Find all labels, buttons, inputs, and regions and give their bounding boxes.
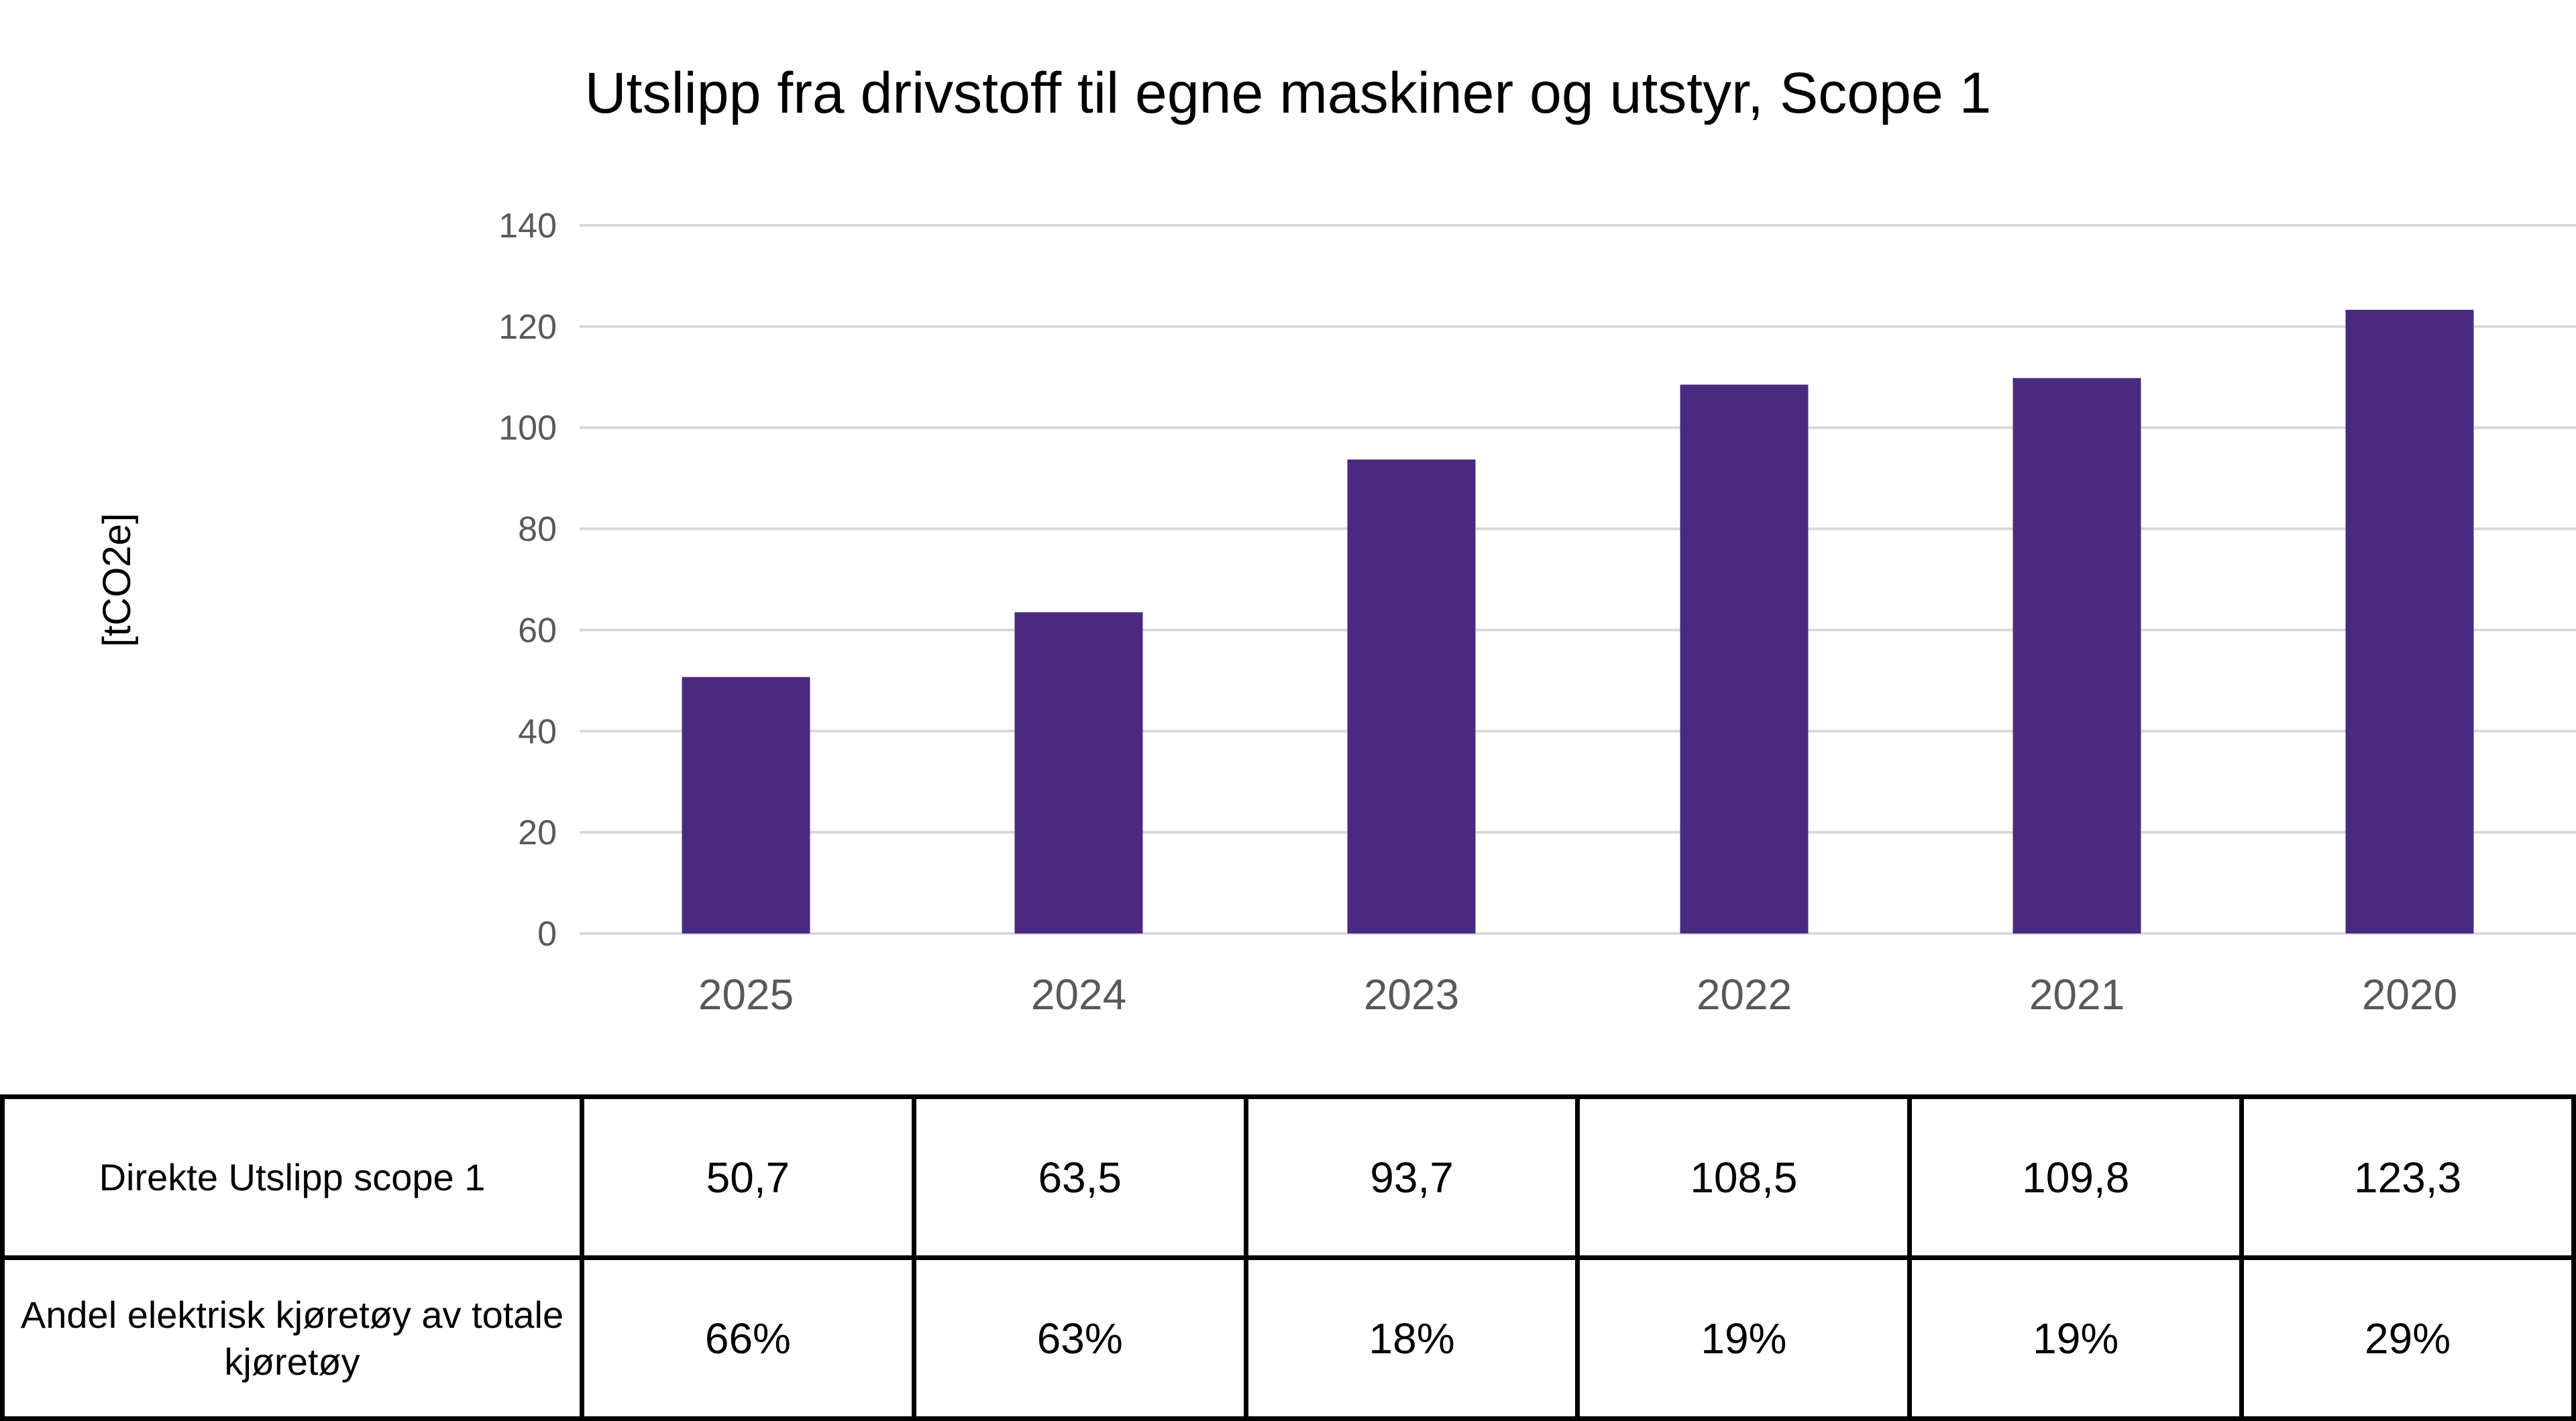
gridlines (580, 224, 2576, 935)
bar-2022 (1680, 384, 1809, 933)
table-cell: 93,7 (1243, 1094, 1580, 1260)
y-tick-label: 100 (498, 409, 557, 448)
y-tick-label: 120 (498, 308, 557, 347)
bars (682, 309, 2474, 934)
table-cell: 29% (2239, 1255, 2576, 1421)
bar-2021 (2012, 378, 2141, 933)
bar-2025 (682, 677, 810, 933)
y-axis-label: [tCO2e] (95, 513, 139, 647)
x-tick-label: 2025 (698, 970, 794, 1019)
table-cell: 66% (580, 1255, 916, 1421)
table-cell: 108,5 (1575, 1094, 1913, 1260)
y-tick-label: 140 (498, 207, 557, 245)
bar-2024 (1014, 612, 1143, 933)
row-label: Direkte Utslipp scope 1 (0, 1094, 584, 1260)
table-cell: 109,8 (1907, 1094, 2245, 1260)
x-tick-label: 2021 (2029, 970, 2125, 1019)
x-tick-label: 2023 (1364, 970, 1459, 1019)
y-tick-label: 20 (518, 813, 557, 852)
x-tick-label: 2024 (1031, 970, 1126, 1019)
table-cell: 63,5 (911, 1094, 1248, 1260)
table-cell: 19% (1575, 1255, 1913, 1421)
x-axis-ticks: 2025 2024 2023 2022 2021 2020 (698, 970, 2457, 1019)
table-cell: 63% (911, 1255, 1248, 1421)
table-cell: 18% (1243, 1255, 1580, 1421)
row-label: Andel elektrisk kjøretøy av totale kjøre… (0, 1255, 584, 1421)
table-cell: 50,7 (580, 1094, 916, 1260)
table-cell: 123,3 (2239, 1094, 2576, 1260)
x-tick-label: 2022 (1697, 970, 1792, 1019)
y-tick-label: 60 (518, 611, 557, 650)
table-body: Direkte Utslipp scope 1 50,7 63,5 93,7 108,5… (0, 1094, 2576, 1421)
y-tick-label: 80 (518, 510, 557, 549)
y-axis-ticks: 0 20 40 60 80 100 120 140 (498, 207, 557, 954)
table-row: Direkte Utslipp scope 1 50,7 63,5 93,7 108,5… (0, 1094, 2576, 1260)
table-cell: 19% (1907, 1255, 2245, 1421)
data-table: Direkte Utslipp scope 1 50,7 63,5 93,7 108,5… (0, 1094, 2576, 1421)
bar-2023 (1347, 459, 1476, 933)
chart: Utslipp fra drivstoff til egne maskiner … (95, 61, 2576, 1019)
y-tick-label: 0 (537, 915, 557, 954)
x-tick-label: 2020 (2362, 970, 2457, 1019)
bar-2020 (2345, 309, 2474, 934)
chart-title: Utslipp fra drivstoff til egne maskiner … (585, 61, 1992, 125)
table-row: Andel elektrisk kjøretøy av totale kjøre… (0, 1255, 2576, 1421)
y-tick-label: 40 (518, 712, 557, 751)
